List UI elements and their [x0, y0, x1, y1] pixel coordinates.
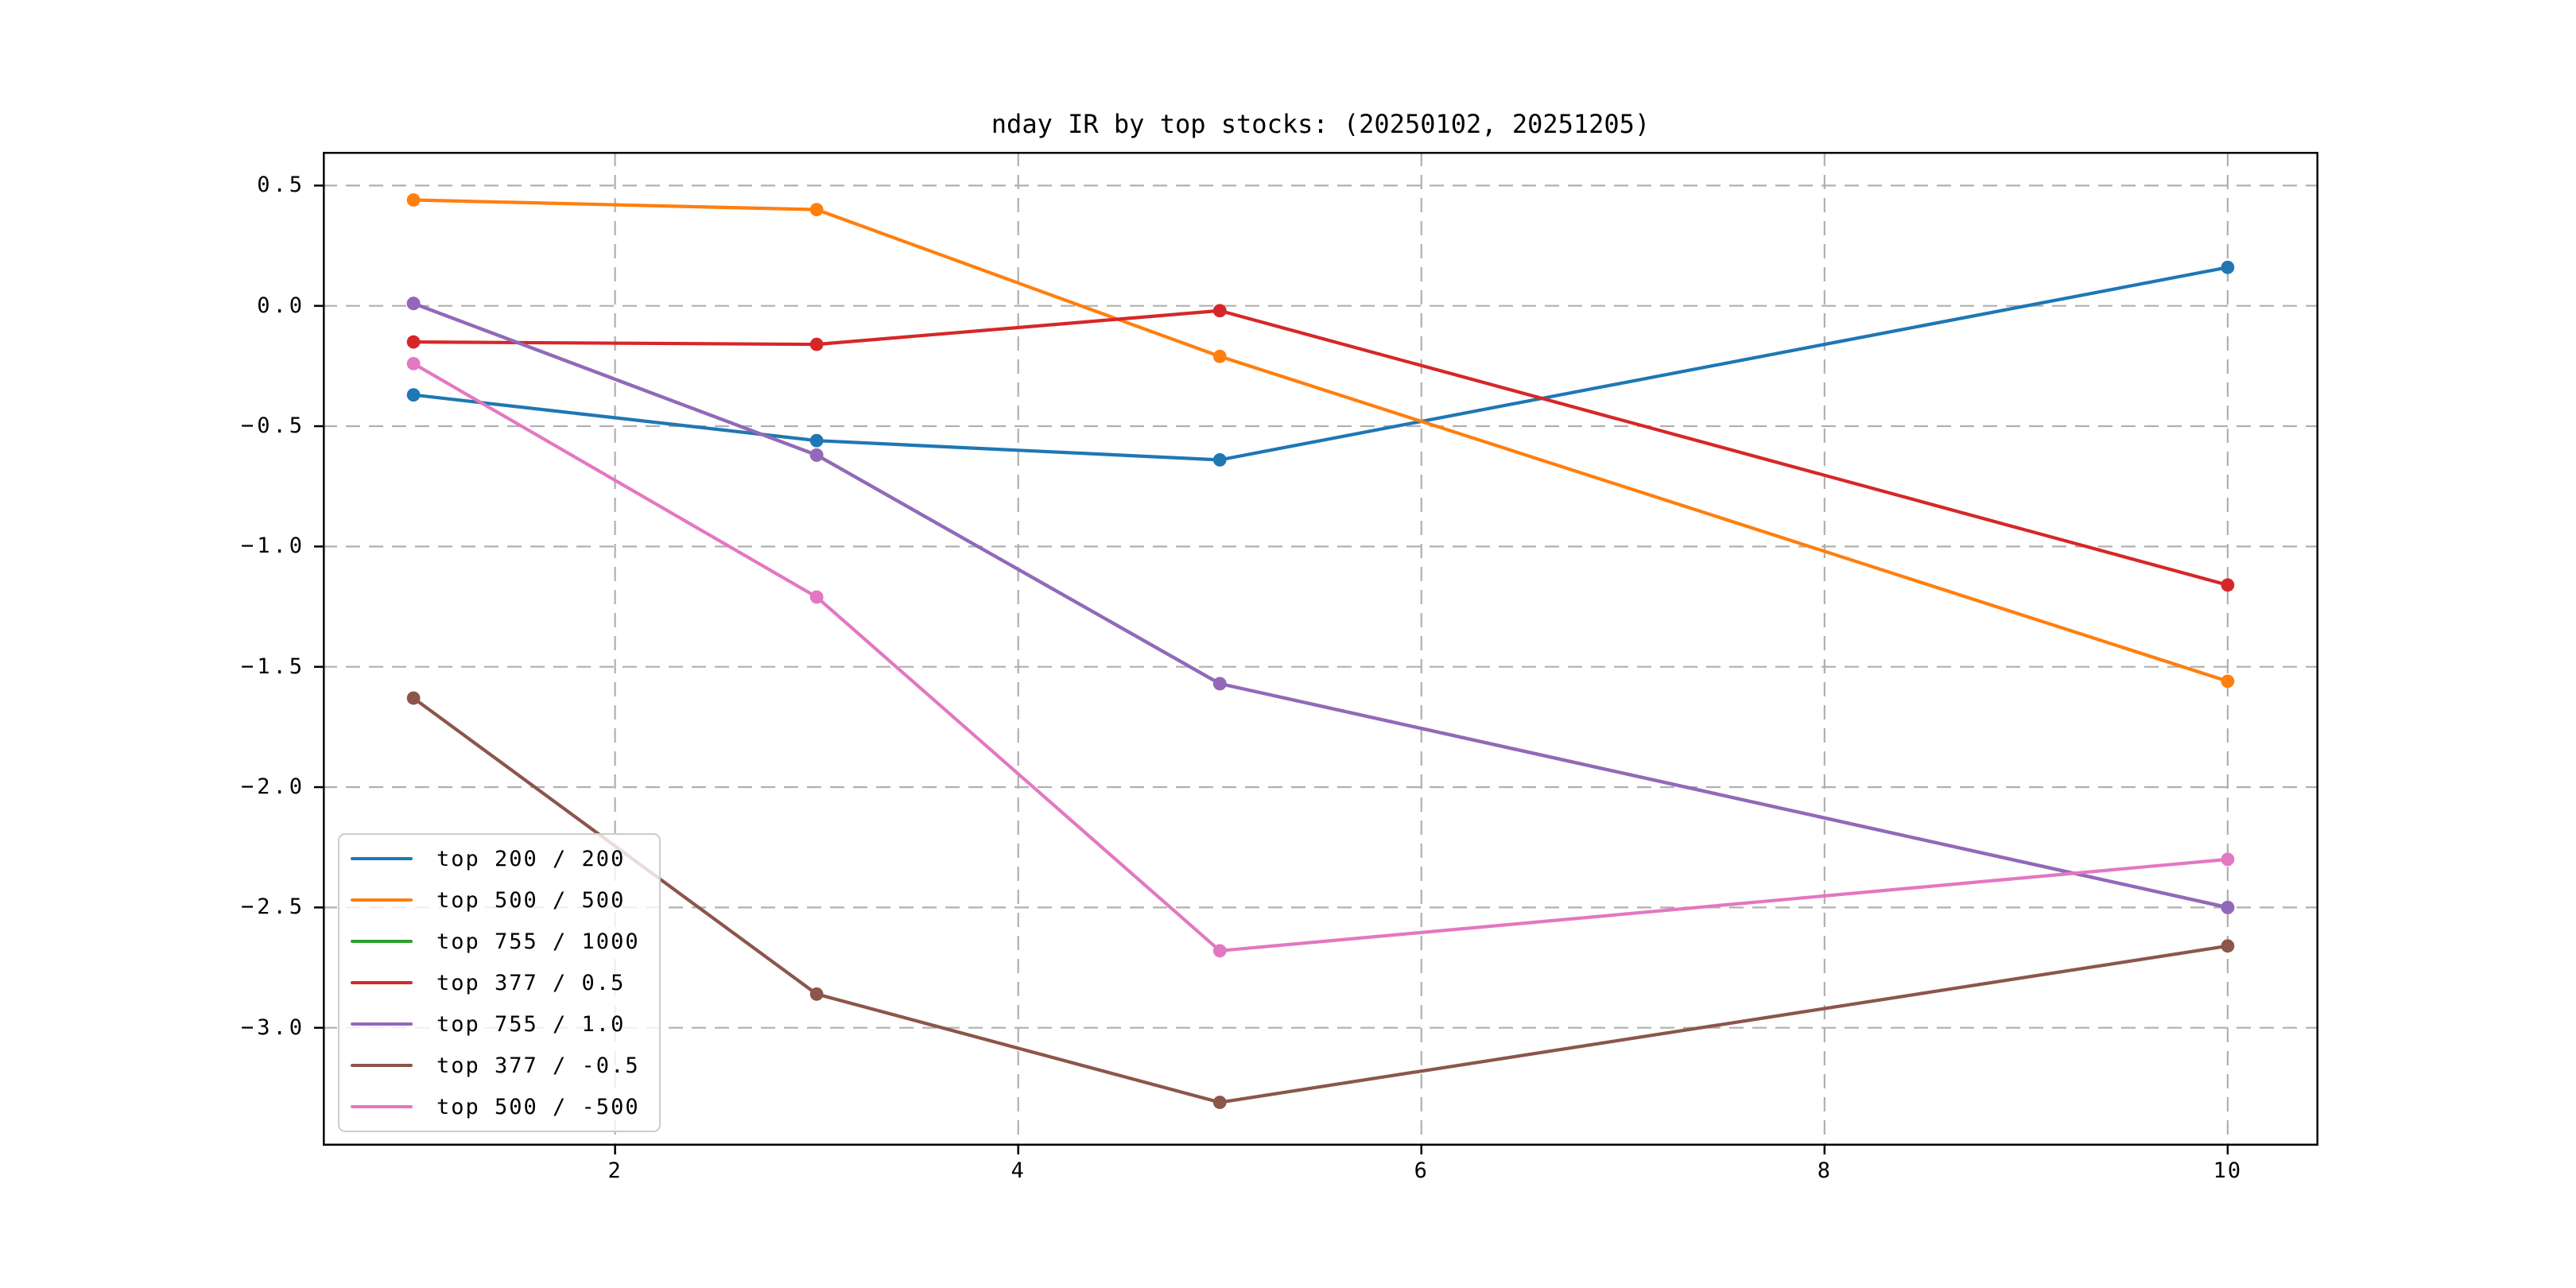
legend-label: top 755 / 1.0	[436, 1011, 626, 1037]
x-tick-label: 4	[1011, 1158, 1026, 1183]
legend-item-top-377-0-5: top 377 / 0.5	[351, 962, 640, 1003]
data-point-top-377-0-5	[1212, 304, 1227, 318]
legend-label: top 377 / -0.5	[436, 1053, 640, 1078]
data-point-top-377-0-5	[2221, 578, 2235, 592]
legend-line-swatch	[351, 1104, 413, 1109]
x-tick-label: 8	[1817, 1158, 1832, 1183]
data-point-top-755-1-0	[1212, 677, 1227, 691]
data-point-top-755-1-0	[2221, 900, 2235, 914]
legend-line-swatch	[351, 1063, 413, 1068]
x-tick-label: 2	[607, 1158, 623, 1183]
y-tick-label: −1.5	[240, 654, 305, 679]
data-point-top-200-200	[2221, 260, 2235, 274]
y-tick-label: 0.5	[257, 173, 305, 198]
data-point-top-377-0-5	[406, 335, 421, 349]
data-point-top-500-500	[406, 356, 421, 370]
plot-area: top 200 / 200 top 500 / 500 top 755 / 1000…	[241, 152, 2318, 1183]
series-line-top-377-0-5	[411, 308, 2230, 587]
data-point-top-200-200	[1212, 453, 1227, 467]
chart-title: nday IR by top stocks: (20250102, 202512…	[991, 109, 1651, 139]
legend-box: top 200 / 200 top 500 / 500 top 755 / 1000…	[338, 833, 661, 1132]
legend-line-swatch	[351, 1022, 413, 1026]
y-tick-label: −2.5	[240, 894, 305, 920]
data-point-top-755-1-0	[406, 297, 421, 311]
data-point-top-200-200	[809, 433, 824, 448]
legend-item-top-755-1000: top 755 / 1000	[351, 921, 640, 962]
data-point-top-500-500	[406, 193, 421, 207]
data-point-top-500-500	[809, 590, 824, 604]
legend-line-swatch	[351, 856, 413, 861]
legend-item-top-377-0-5: top 377 / -0.5	[351, 1045, 640, 1086]
x-tick-label: 10	[2213, 1158, 2243, 1183]
data-point-top-500-500	[809, 203, 824, 217]
series-line-top-500-500	[411, 198, 2230, 683]
y-tick-label: 0.0	[257, 293, 305, 318]
legend-item-top-755-1-0: top 755 / 1.0	[351, 1003, 640, 1045]
legend-item-top-500-500: top 500 / -500	[351, 1086, 640, 1127]
legend-label: top 377 / 0.5	[436, 970, 626, 995]
series-line-top-200-200	[411, 266, 2230, 462]
data-point-top-377-0-5	[809, 987, 824, 1001]
legend-label: top 500 / -500	[436, 1094, 640, 1119]
series-line-top-755-1-0	[411, 301, 2230, 910]
legend-label: top 755 / 1000	[436, 929, 640, 954]
legend-line-swatch	[351, 980, 413, 985]
data-point-top-377-0-5	[809, 337, 824, 351]
legend-label: top 200 / 200	[436, 846, 626, 871]
y-tick-label: −0.5	[240, 413, 305, 439]
series-line-top-755-1000	[411, 301, 2230, 910]
legend-item-top-200-200: top 200 / 200	[351, 838, 640, 879]
data-point-top-377-0-5	[1212, 1096, 1227, 1109]
data-point-top-377-0-5	[2221, 939, 2235, 953]
series-line-top-500-500	[411, 362, 2230, 952]
legend-line-swatch	[351, 898, 413, 902]
legend-label: top 500 / 500	[436, 887, 626, 913]
plot-canvas	[314, 152, 2318, 1154]
legend-line-swatch	[351, 939, 413, 944]
y-tick-label: −3.0	[240, 1014, 305, 1040]
legend-item-top-500-500: top 500 / 500	[351, 879, 640, 921]
axes-spines	[323, 152, 2318, 1146]
y-tick-label: −2.0	[240, 774, 305, 800]
data-point-top-500-500	[1212, 349, 1227, 363]
data-point-top-500-500	[2221, 852, 2235, 867]
data-point-top-500-500	[1212, 944, 1227, 958]
x-tick-label: 6	[1414, 1158, 1429, 1183]
data-point-top-377-0-5	[406, 691, 421, 705]
series-line-top-377-0-5	[411, 696, 2230, 1104]
data-point-top-500-500	[2221, 674, 2235, 689]
data-point-top-200-200	[406, 388, 421, 402]
data-point-top-755-1-0	[809, 448, 824, 462]
y-tick-label: −1.0	[240, 533, 305, 559]
